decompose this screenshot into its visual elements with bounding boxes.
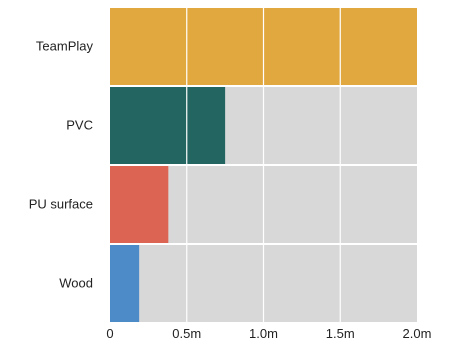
labels-layer: TeamPlay PVC PU surface Wood	[29, 39, 94, 291]
category-label-pu-surface: PU surface	[29, 197, 93, 212]
x-tick-label-4: 2.0m	[403, 326, 432, 341]
x-tick-label-0: 0	[106, 326, 113, 341]
bar-pu-surface	[110, 166, 169, 243]
x-tick-label-3: 1.5m	[326, 326, 355, 341]
grid-layer	[186, 8, 341, 322]
x-tick-label-2: 1.0m	[249, 326, 278, 341]
bar-wood	[110, 245, 140, 322]
x-tick-label-1: 0.5m	[172, 326, 201, 341]
category-label-pvc: PVC	[66, 118, 93, 133]
category-label-wood: Wood	[59, 276, 93, 291]
bar-pvc	[110, 87, 226, 164]
category-label-teamplay: TeamPlay	[36, 39, 94, 54]
x-axis-ticks: 0 0.5m 1.0m 1.5m 2.0m	[106, 326, 431, 341]
